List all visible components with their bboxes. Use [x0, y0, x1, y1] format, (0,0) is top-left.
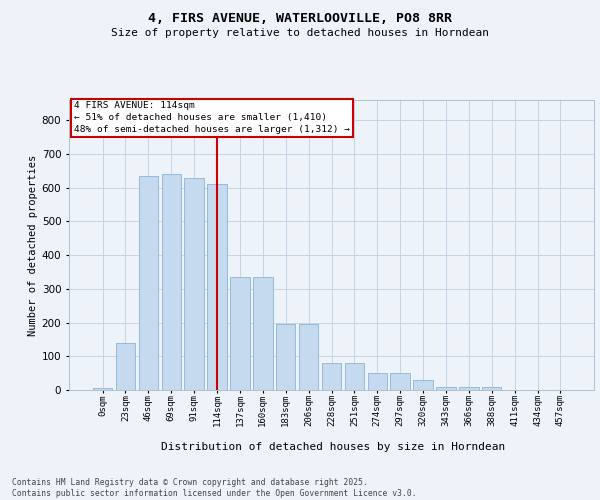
Bar	[344, 363, 364, 390]
Bar	[184, 178, 204, 390]
Bar	[368, 373, 387, 390]
Y-axis label: Number of detached properties: Number of detached properties	[28, 154, 38, 336]
Bar	[230, 277, 250, 390]
Bar	[208, 184, 227, 390]
Text: 4 FIRS AVENUE: 114sqm
← 51% of detached houses are smaller (1,410)
48% of semi-d: 4 FIRS AVENUE: 114sqm ← 51% of detached …	[74, 102, 350, 134]
Bar	[299, 324, 319, 390]
Bar	[436, 386, 455, 390]
Text: Contains HM Land Registry data © Crown copyright and database right 2025.
Contai: Contains HM Land Registry data © Crown c…	[12, 478, 416, 498]
Bar	[322, 363, 341, 390]
Bar	[482, 386, 502, 390]
Bar	[253, 277, 272, 390]
Bar	[391, 373, 410, 390]
Text: Distribution of detached houses by size in Horndean: Distribution of detached houses by size …	[161, 442, 505, 452]
Bar	[459, 386, 479, 390]
Text: 4, FIRS AVENUE, WATERLOOVILLE, PO8 8RR: 4, FIRS AVENUE, WATERLOOVILLE, PO8 8RR	[148, 12, 452, 26]
Bar	[139, 176, 158, 390]
Bar	[276, 324, 295, 390]
Text: Size of property relative to detached houses in Horndean: Size of property relative to detached ho…	[111, 28, 489, 38]
Bar	[413, 380, 433, 390]
Bar	[116, 343, 135, 390]
Bar	[93, 388, 112, 390]
Bar	[161, 174, 181, 390]
